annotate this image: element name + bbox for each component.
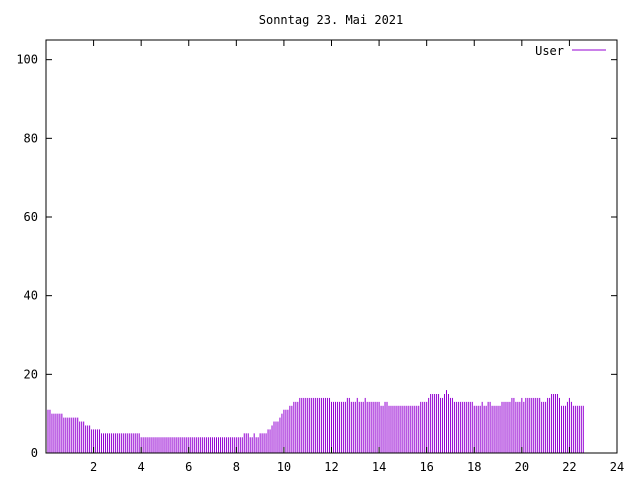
x-tick-label: 10	[277, 460, 291, 474]
legend: User	[535, 44, 606, 58]
x-tick-label: 6	[185, 460, 192, 474]
x-tick-label: 16	[419, 460, 433, 474]
y-tick-label: 100	[16, 53, 38, 67]
x-tick-label: 12	[324, 460, 338, 474]
x-tick-label: 22	[562, 460, 576, 474]
y-tick-label: 60	[24, 210, 38, 224]
bars-group	[45, 390, 584, 453]
x-tick-label: 4	[138, 460, 145, 474]
x-tick-label: 14	[372, 460, 386, 474]
plot-border	[45, 39, 618, 454]
chart-title: Sonntag 23. Mai 2021	[259, 13, 404, 27]
legend-label-user: User	[535, 44, 564, 58]
y-tick-label: 0	[31, 446, 38, 460]
x-tick-label: 24	[610, 460, 624, 474]
x-tick-label: 20	[515, 460, 529, 474]
y-tick-label: 40	[24, 289, 38, 303]
x-tick-label: 8	[233, 460, 240, 474]
y-tick-label: 80	[24, 131, 38, 145]
x-tick-label: 2	[90, 460, 97, 474]
y-tick-label: 20	[24, 367, 38, 381]
x-tick-label: 18	[467, 460, 481, 474]
